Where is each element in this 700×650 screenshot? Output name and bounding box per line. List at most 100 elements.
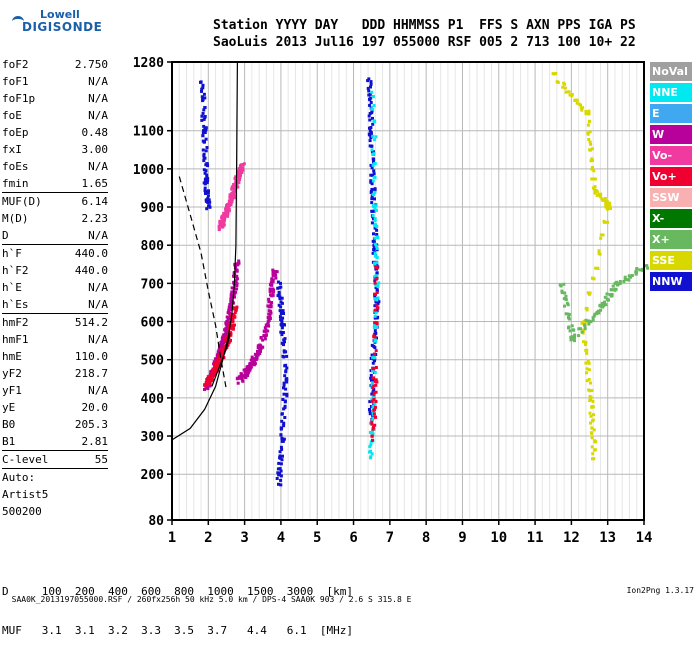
echo-point — [219, 359, 223, 363]
echo-point — [587, 112, 591, 116]
header-line-2: SaoLuis 2013 Jul16 197 055000 RSF 005 2 … — [213, 35, 636, 50]
echo-point — [206, 375, 210, 379]
echo-point — [281, 316, 285, 320]
echo-point — [277, 473, 281, 477]
echo-point — [373, 408, 377, 412]
param-name: h`E — [2, 281, 22, 294]
echo-point — [234, 175, 238, 179]
echo-point — [279, 330, 283, 334]
echo-point — [281, 331, 285, 334]
echo-point — [253, 357, 257, 361]
echo-point — [369, 163, 373, 167]
echo-point — [235, 268, 239, 272]
echo-point — [210, 373, 214, 376]
y-tick-label: 80 — [148, 514, 164, 529]
echo-point — [577, 327, 581, 331]
echo-point — [202, 124, 206, 128]
echo-point — [222, 350, 226, 354]
echo-point — [592, 277, 596, 281]
legend-item: Vo+ — [650, 167, 692, 186]
echo-point — [214, 370, 217, 374]
echo-point — [220, 342, 224, 346]
echo-point — [220, 355, 223, 359]
echo-point — [229, 297, 233, 301]
echo-point — [279, 323, 283, 326]
echo-point — [373, 321, 377, 325]
x-tick-label: 12 — [563, 530, 580, 546]
echo-point — [585, 371, 588, 375]
echo-point — [370, 197, 374, 201]
echo-point — [373, 314, 377, 318]
param-value: 6.14 — [81, 195, 109, 208]
echo-point — [210, 376, 214, 380]
echo-point — [371, 361, 375, 365]
echo-point — [373, 190, 377, 194]
echo-point — [203, 177, 207, 181]
echo-point — [584, 361, 588, 365]
echo-point — [368, 144, 372, 148]
echo-point — [279, 478, 283, 482]
echo-point — [203, 131, 207, 134]
echo-point — [212, 374, 216, 378]
echo-point — [285, 354, 289, 358]
echo-point — [579, 327, 582, 331]
echo-point — [200, 95, 204, 99]
echo-point — [591, 158, 595, 162]
plot-axes: 1 2 3 4 5 6 7 8 9 10 11 12 13 14802003004005006007008… — [133, 56, 653, 546]
echo-point — [373, 297, 377, 301]
echo-point — [607, 204, 611, 208]
echo-point — [568, 93, 572, 97]
echo-point — [215, 353, 219, 357]
echo-point — [377, 281, 381, 285]
echo-point — [230, 299, 234, 303]
echo-point — [593, 177, 597, 181]
echo-point — [285, 394, 289, 398]
param-value: 440.0 — [74, 247, 108, 260]
echo-point — [370, 90, 374, 94]
echo-point — [593, 448, 597, 452]
echo-point — [371, 418, 374, 422]
echo-point — [590, 436, 594, 440]
artist-code: 500200 — [2, 505, 42, 518]
param-name: foF1 — [2, 75, 29, 88]
echo-point — [374, 366, 378, 369]
echo-point — [370, 399, 374, 403]
echo-point — [280, 333, 284, 337]
param-divider — [2, 468, 108, 469]
echo-point — [251, 361, 254, 365]
echo-point — [373, 119, 377, 123]
echo-point — [223, 328, 227, 332]
echo-point — [555, 80, 559, 84]
echo-point — [232, 184, 236, 188]
echo-point — [282, 383, 286, 387]
echo-point — [276, 286, 280, 290]
y-tick-label: 1280 — [133, 56, 164, 71]
echo-point — [226, 318, 230, 322]
legend-item: W — [650, 125, 692, 144]
echo-point — [230, 324, 234, 327]
param-name: C-level — [2, 453, 49, 466]
echo-point — [589, 421, 592, 425]
echo-point — [203, 106, 207, 109]
echo-point — [368, 103, 372, 107]
echo-point — [589, 381, 592, 385]
echo-point — [222, 223, 226, 227]
echo-point — [372, 393, 376, 397]
param-value: N/A — [88, 298, 108, 311]
echo-point — [240, 378, 244, 382]
echo-point — [376, 236, 380, 240]
echo-point — [563, 304, 566, 308]
echo-point — [570, 93, 574, 96]
echo-point — [368, 408, 371, 411]
echo-point — [281, 309, 285, 313]
echo-point — [610, 288, 614, 292]
echo-point — [567, 90, 571, 94]
echo-point — [590, 177, 594, 181]
param-value: N/A — [88, 75, 108, 88]
echo-point — [279, 312, 283, 315]
echo-point — [586, 132, 590, 136]
echo-point — [368, 129, 372, 133]
echo-point — [369, 405, 373, 408]
echo-point — [369, 101, 373, 104]
x-tick-label: 5 — [313, 530, 321, 546]
